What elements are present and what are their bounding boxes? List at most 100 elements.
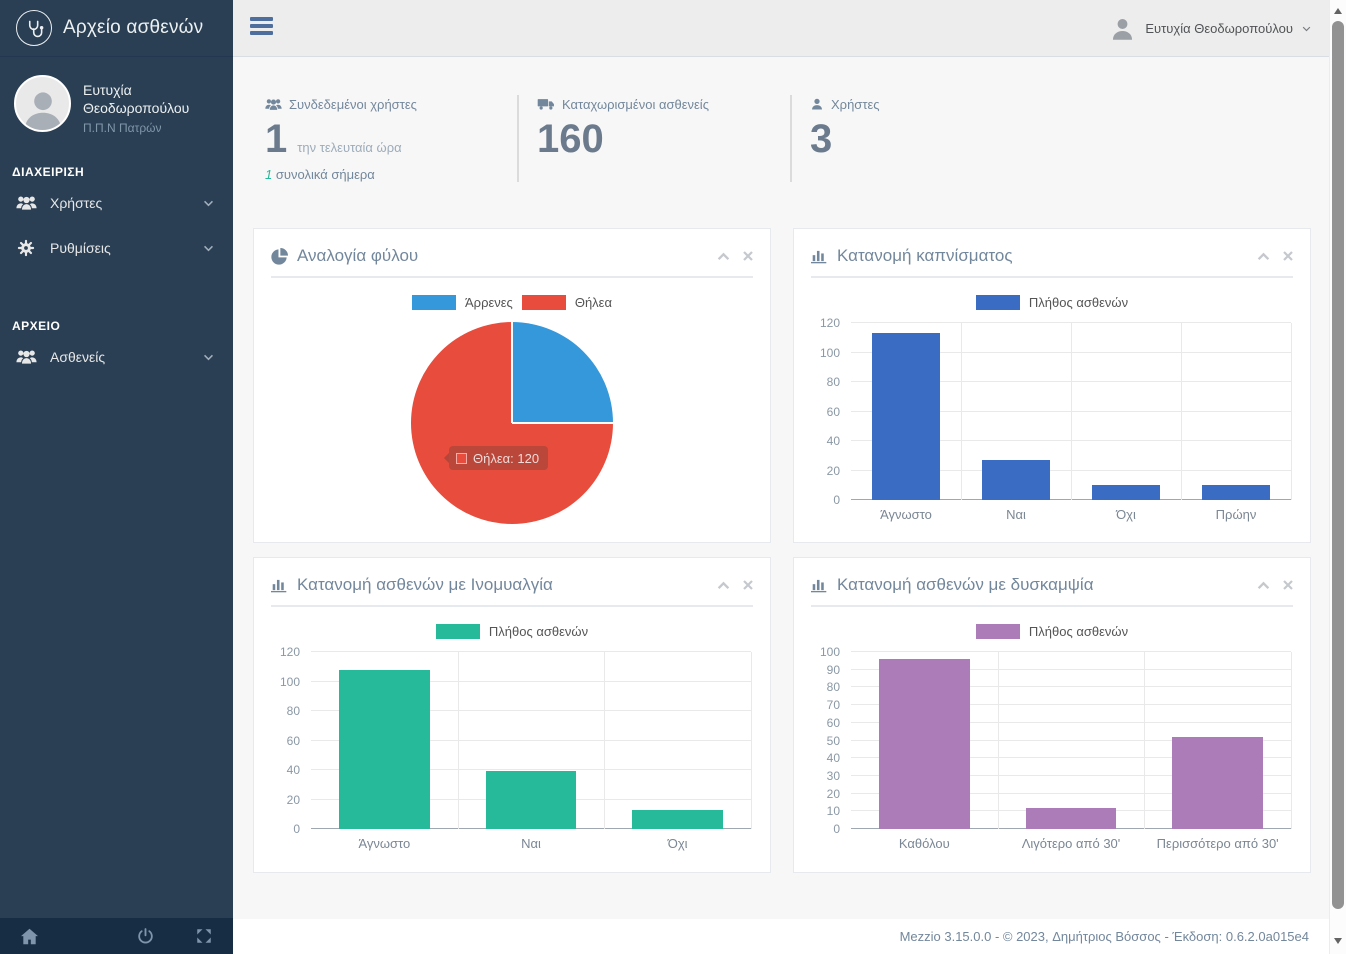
y-tick-label: 50 (826, 733, 840, 748)
legend-label: Άρρενες (465, 295, 513, 310)
gridline (751, 652, 752, 829)
gridline (851, 739, 1291, 741)
home-button[interactable] (0, 918, 58, 954)
bar[interactable] (1025, 807, 1117, 829)
divider (811, 605, 1293, 607)
plot-area (311, 651, 752, 829)
bar-chart[interactable]: 0 10 20 30 40 50 60 70 80 90 100 (811, 645, 1293, 836)
bar[interactable] (1091, 485, 1161, 500)
scrollbar-thumb[interactable] (1332, 21, 1344, 909)
pie-chart[interactable]: Θήλεα: 120 (411, 322, 613, 524)
legend-item[interactable]: Πλήθος ασθενών (975, 624, 1128, 639)
bar[interactable] (485, 771, 577, 829)
collapse-button[interactable] (717, 252, 730, 261)
gridline (1181, 323, 1182, 500)
bar[interactable] (1172, 736, 1264, 829)
bar-chart[interactable]: 0 20 40 60 80 100 120 (811, 316, 1293, 507)
plot-area (851, 322, 1292, 500)
chevron-down-icon (203, 245, 214, 252)
close-button[interactable] (743, 251, 753, 261)
pie-chart-icon (271, 247, 288, 265)
legend-item[interactable]: Πλήθος ασθενών (975, 295, 1128, 310)
bar[interactable] (981, 460, 1051, 500)
bar[interactable] (878, 659, 970, 829)
stat-count: 1 (265, 117, 288, 161)
bar[interactable] (1201, 485, 1271, 500)
collapse-button[interactable] (1257, 252, 1270, 261)
scroll-down-arrow[interactable] (1334, 938, 1342, 944)
chevron-up-icon (1257, 252, 1270, 260)
tooltip-swatch (456, 452, 467, 464)
sidebar-item-label: Χρήστες (50, 195, 103, 212)
legend-item[interactable]: Θήλεα (521, 295, 612, 310)
y-tick-label: 30 (826, 768, 840, 783)
stat-label: Καταχωρισμένοι ασθενείς (562, 96, 709, 112)
sidebar-item-users[interactable]: Χρήστες (0, 181, 233, 225)
bar-slot (851, 323, 961, 500)
bar-chart-icon (811, 577, 828, 593)
legend-label: Πλήθος ασθενών (488, 624, 589, 639)
sidebar-item-patients[interactable]: Ασθενείς (0, 335, 233, 379)
chart-legend: Πλήθος ασθενών (811, 624, 1293, 639)
chevron-down-icon (1302, 26, 1311, 32)
close-button[interactable] (1283, 580, 1293, 590)
sidebar-item-label: Ασθενείς (50, 349, 106, 366)
y-axis: 0 20 40 60 80 100 120 (271, 645, 305, 836)
x-axis-label: Ναι (1006, 507, 1026, 522)
collapse-button[interactable] (1257, 581, 1270, 590)
gridline (1291, 323, 1292, 500)
y-tick-label: 80 (826, 375, 840, 389)
y-tick-label: 0 (833, 822, 840, 836)
sidebar-item-settings[interactable]: Ρυθμίσεις (0, 225, 233, 271)
bar-slot (851, 652, 998, 829)
tooltip-arrow (444, 453, 449, 463)
stat-suffix: την τελευταία ώρα (297, 140, 402, 155)
x-axis-label: Περισσότερο από 30' (1156, 836, 1279, 851)
gridline (311, 710, 751, 711)
chevron-up-icon (717, 252, 730, 260)
bar[interactable] (632, 809, 724, 829)
close-icon (1283, 251, 1293, 261)
gridline (1071, 323, 1072, 500)
bar[interactable] (338, 669, 430, 829)
legend-item[interactable]: Άρρενες (412, 295, 513, 310)
bar-chart[interactable]: 0 20 40 60 80 100 120 (271, 645, 753, 836)
pie[interactable] (411, 322, 613, 524)
sidebar-footer-spacer (58, 918, 116, 954)
sidebar-section-archive: ΑΡΧΕΙΟ (12, 319, 61, 334)
close-button[interactable] (743, 580, 753, 590)
fullscreen-button[interactable] (175, 918, 233, 954)
bar-slot (458, 652, 605, 829)
close-button[interactable] (1283, 251, 1293, 261)
slice-border (512, 422, 613, 424)
legend-item[interactable]: Πλήθος ασθενών (435, 624, 589, 639)
chart-legend: Πλήθος ασθενών (271, 624, 753, 639)
user-menu[interactable]: Ευτυχία Θεοδωροπούλου (1109, 0, 1311, 56)
power-icon (138, 927, 153, 943)
panel-title: Κατανομή ασθενών με δυσκαμψία (837, 575, 1094, 594)
y-tick-label: 100 (819, 645, 840, 659)
legend-swatch (521, 295, 566, 310)
menu-toggle-button[interactable] (250, 17, 273, 38)
brand[interactable]: Αρχείο ασθενών (0, 0, 233, 57)
chevron-up-icon (1257, 581, 1270, 589)
gridline (311, 739, 751, 741)
collapse-button[interactable] (717, 581, 730, 590)
chart-legend: Άρρενες Θήλεα (271, 295, 753, 310)
hamburger-icon (250, 17, 273, 21)
vertical-scrollbar[interactable] (1329, 0, 1346, 954)
gridline (851, 668, 1291, 670)
gridline (604, 652, 606, 829)
close-icon (743, 580, 753, 590)
user-name: Ευτυχία Θεοδωροπούλου (83, 82, 190, 117)
bar[interactable] (871, 333, 941, 500)
gridline (1144, 652, 1146, 829)
gridline (457, 652, 459, 829)
stethoscope-icon (16, 10, 52, 46)
logout-button[interactable] (117, 918, 175, 954)
scroll-up-arrow[interactable] (1334, 8, 1342, 14)
y-tick-label: 20 (826, 786, 840, 801)
y-tick-label: 40 (286, 763, 300, 777)
x-axis-label: Πρώην (1215, 507, 1257, 522)
divider (271, 605, 753, 607)
